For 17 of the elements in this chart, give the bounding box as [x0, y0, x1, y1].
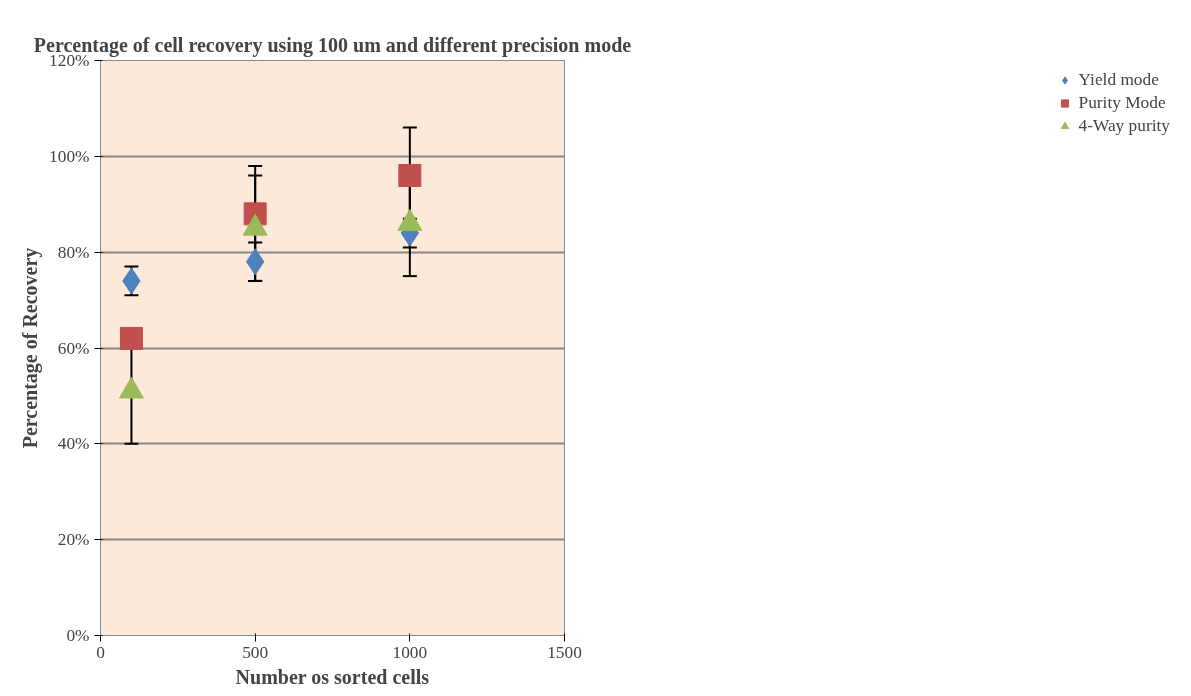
point: [119, 326, 143, 350]
legend-label: 4-Way purity: [1078, 116, 1170, 136]
x-tick-label: 1000: [392, 642, 428, 662]
legend-label: Purity Mode: [1078, 93, 1166, 113]
x-axis-title: Number os sorted cells: [235, 665, 430, 688]
y-tick-label: 40%: [57, 434, 90, 454]
y-axis-title: Percentage of Recovery: [19, 247, 43, 449]
x-tick-label: 1500: [547, 642, 582, 662]
y-tick-label: 80%: [57, 242, 90, 262]
x-tick-label: 0: [96, 642, 105, 662]
x-tick-label: 500: [242, 642, 269, 662]
y-tick-label: 100%: [49, 146, 90, 166]
y-tick-label: 20%: [57, 530, 90, 550]
y-tick-label: 60%: [57, 338, 90, 358]
y-tick-label: 0%: [66, 626, 90, 645]
point: [398, 164, 422, 187]
legend-label: Yield mode: [1078, 70, 1159, 90]
